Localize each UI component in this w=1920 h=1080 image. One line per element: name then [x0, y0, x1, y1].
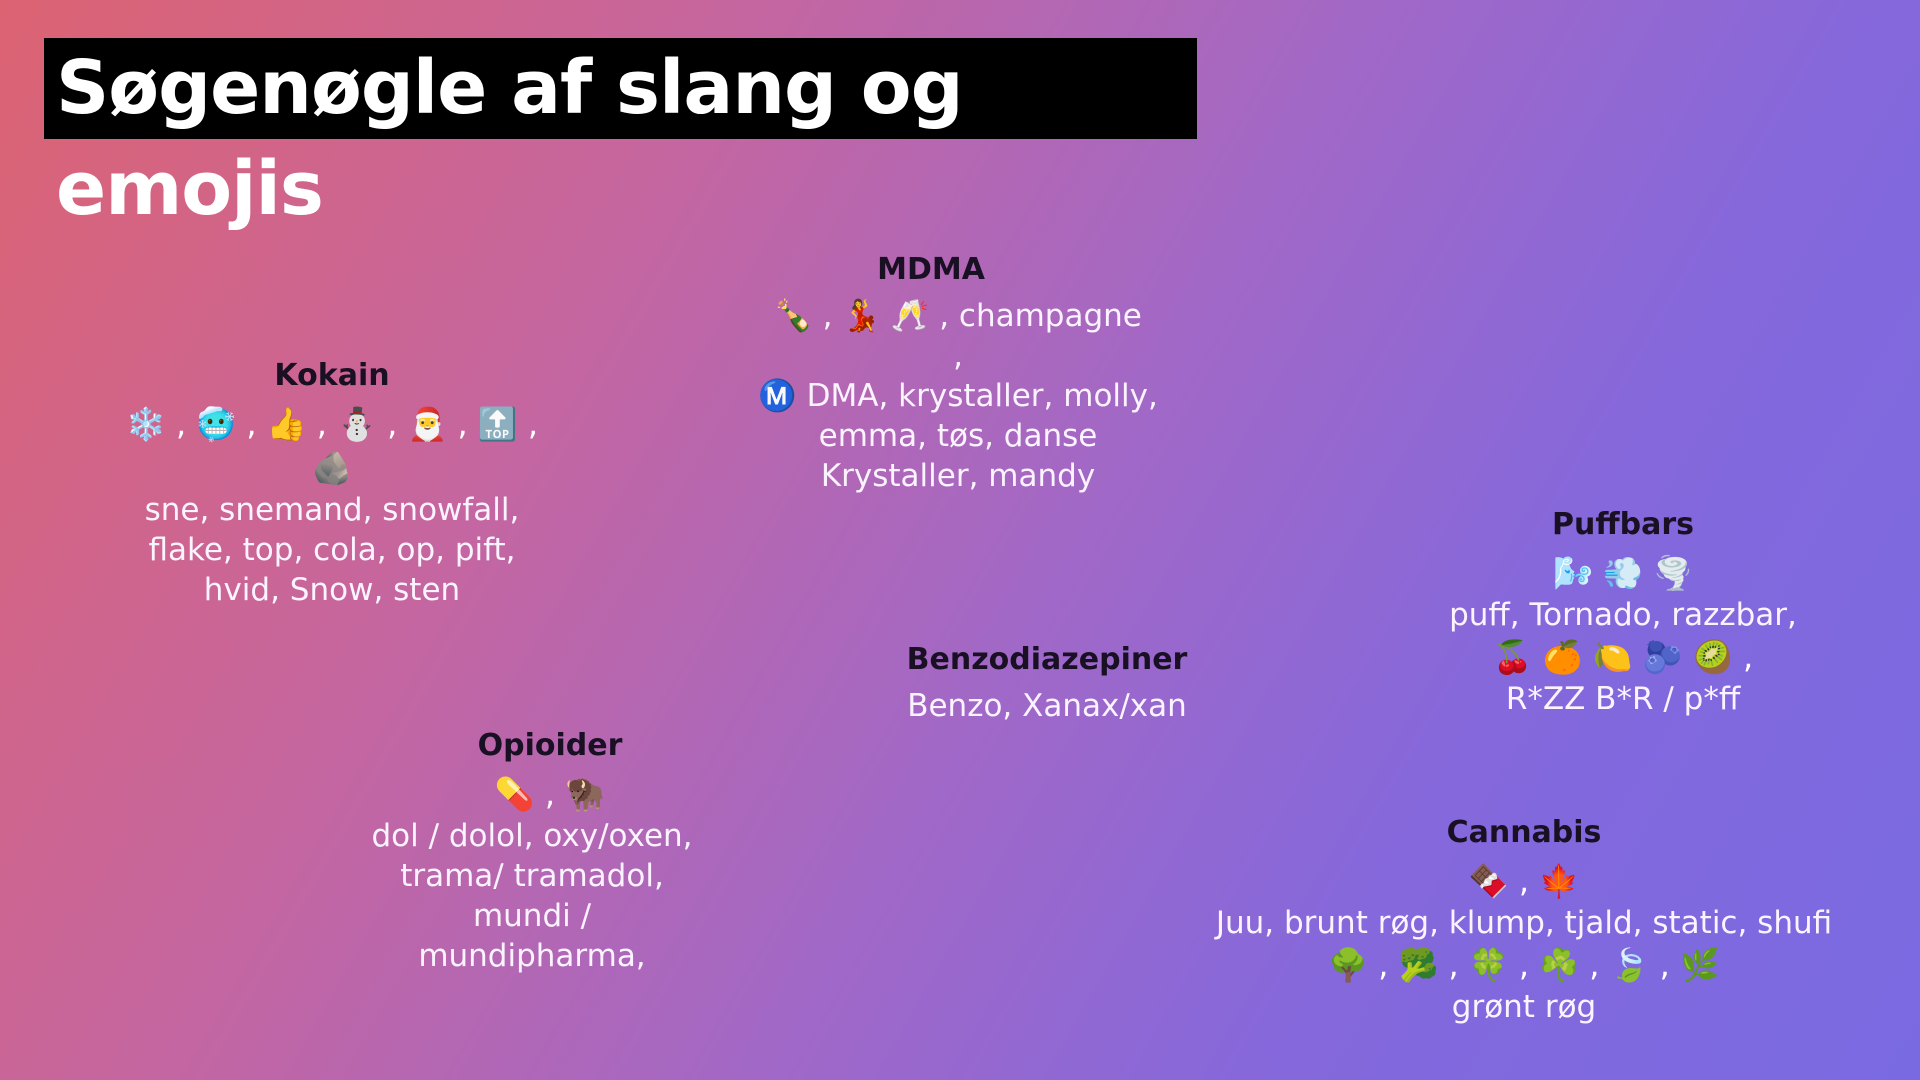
section-opioider: Opioider 💊 , 🦬 dol / dolol, oxy/oxen, tr…: [371, 726, 692, 976]
slang-line: trama/ tramadol,: [400, 858, 664, 894]
slang-line: mundipharma,: [418, 938, 646, 974]
section-heading: Cannabis: [1446, 815, 1602, 850]
slang-line: Ⓜ️ DMA, krystaller, molly,: [758, 378, 1158, 414]
slang-line: flake, top, cola, op, pift,: [148, 532, 516, 568]
emoji-row: 💊 , 🦬: [494, 775, 606, 813]
section-heading: MDMA: [877, 252, 985, 287]
page-title: Søgenøgle af slang og emojis: [56, 45, 964, 232]
slang-line: ,: [953, 338, 963, 374]
emoji-row: 🌳 , 🥦 , 🍀 , ☘️ , 🍃 , 🌿: [1328, 946, 1720, 984]
section-kokain: Kokain ❄️ , 🥶 , 👍 , ⛄ , 🎅 , 🔝 , 🪨 sne, s…: [126, 356, 538, 610]
slang-line: R*ZZ B*R / p*ff: [1505, 681, 1741, 717]
slang-line: sne, snemand, snowfall,: [144, 492, 520, 528]
section-puffbars: Puffbars 🌬️ 💨 🌪️ puff, Tornado, razzbar,…: [1449, 505, 1797, 719]
slang-line: hvid, Snow, sten: [203, 572, 461, 608]
emoji-row: 🪨: [312, 449, 352, 487]
slang-line: puff, Tornado, razzbar,: [1449, 597, 1797, 633]
emoji-row: 🍒 🍊 🍋 🫐 🥝 ,: [1492, 638, 1754, 676]
slang-line: 🍾 , 💃 🥂 , champagne: [774, 298, 1142, 334]
title-banner: Søgenøgle af slang og emojis: [44, 38, 1197, 232]
emoji-row: 🌬️ 💨 🌪️: [1553, 554, 1693, 592]
section-mdma: MDMA 🍾 , 💃 🥂 , champagne , Ⓜ️ DMA, kryst…: [758, 250, 1158, 496]
emoji-row: 🍫 , 🍁: [1468, 862, 1580, 900]
slang-line: emma, tøs, danse: [818, 418, 1098, 454]
emoji-row: ❄️ , 🥶 , 👍 , ⛄ , 🎅 , 🔝 ,: [126, 405, 538, 443]
slang-line: Benzo, Xanax/xan: [907, 688, 1187, 724]
section-heading: Kokain: [274, 358, 390, 393]
section-cannabis: Cannabis 🍫 , 🍁 Juu, brunt røg, klump, tj…: [1216, 813, 1832, 1027]
slang-line: dol / dolol, oxy/oxen,: [371, 818, 693, 854]
slang-line: grønt røg: [1451, 989, 1597, 1025]
section-heading: Opioider: [477, 728, 623, 763]
section-heading: Benzodiazepiner: [906, 642, 1188, 677]
section-heading: Puffbars: [1551, 507, 1695, 542]
slang-line: Juu, brunt røg, klump, tjald, static, sh…: [1215, 905, 1833, 941]
slang-line: Krystaller, mandy: [820, 458, 1096, 494]
section-benzodiazepiner: Benzodiazepiner Benzo, Xanax/xan: [907, 640, 1188, 726]
slang-line: mundi /: [472, 898, 592, 934]
